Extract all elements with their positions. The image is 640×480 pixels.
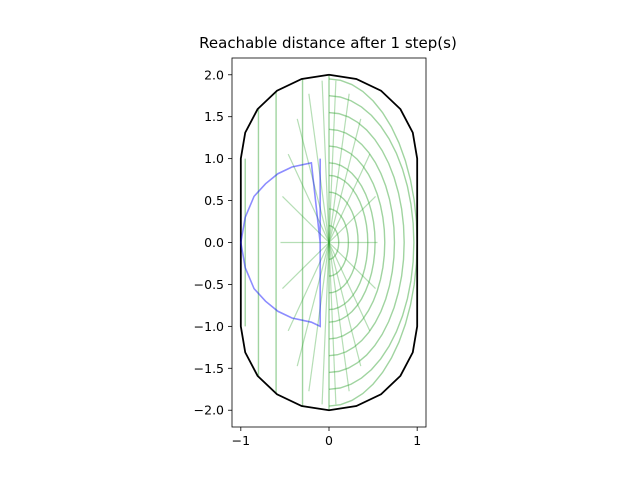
reach-spoke-21: [328, 242, 376, 289]
reach-spoke-7: [308, 93, 330, 243]
reach-spoke-20: [328, 242, 371, 332]
y-tick-label: 2.0: [204, 67, 224, 82]
reach-spoke-10: [282, 196, 330, 243]
y-tick-label: 0.0: [204, 235, 224, 250]
reach-arc-right-5: [328, 145, 386, 340]
reach-arc-right-1: [328, 208, 350, 277]
reach-spoke-6: [321, 80, 330, 243]
reach-arc-right-6: [328, 128, 396, 357]
reach-spoke-9: [287, 153, 330, 243]
initial-region-line: [240, 158, 321, 328]
reachable-boundary-line: [239, 73, 419, 412]
y-tick-label: −2.0: [194, 403, 224, 418]
x-tick-label: 0: [325, 433, 333, 448]
reach-spoke-14: [296, 242, 330, 367]
paths-layer: [244, 74, 418, 411]
reach-spoke-18: [328, 242, 350, 392]
y-tick-label: 1.5: [204, 109, 224, 124]
reach-arc-right-7: [328, 111, 405, 374]
y-tick-label: −1.0: [194, 319, 224, 334]
reach-spoke-8: [296, 118, 330, 243]
reach-spoke-2: [328, 153, 371, 243]
reach-arc-right-8: [328, 95, 415, 390]
reach-spoke-12: [282, 242, 330, 289]
reach-arc-right-4: [328, 162, 376, 323]
reach-arc-right-3: [328, 174, 369, 311]
x-tick-label: −1: [232, 433, 250, 448]
chart-title: Reachable distance after 1 step(s): [199, 34, 457, 52]
reach-spoke-5: [328, 80, 337, 243]
series-layer: [239, 73, 419, 412]
reach-spoke-15: [308, 242, 330, 392]
y-tick-label: 0.5: [204, 193, 224, 208]
y-tick-label: −0.5: [194, 277, 224, 292]
reach-spoke-13: [287, 242, 330, 332]
y-tick-label: 1.0: [204, 151, 224, 166]
y-tick-label: −1.5: [194, 361, 224, 376]
reach-arc-right-2: [328, 191, 359, 294]
reach-arc-right-0: [328, 225, 340, 260]
reach-spoke-19: [328, 242, 362, 367]
ticks-layer: −1 0 1 −2.0 −1.5 −1.0 −0.5 0.0 0.5 1.0 1.5 2.0: [194, 67, 422, 448]
reach-spoke-1: [328, 196, 376, 243]
reach-spoke-4: [328, 93, 350, 243]
reach-spoke-16: [321, 242, 330, 405]
reach-spoke-3: [328, 118, 362, 243]
x-tick-label: 1: [413, 433, 421, 448]
reach-spoke-17: [328, 242, 337, 405]
